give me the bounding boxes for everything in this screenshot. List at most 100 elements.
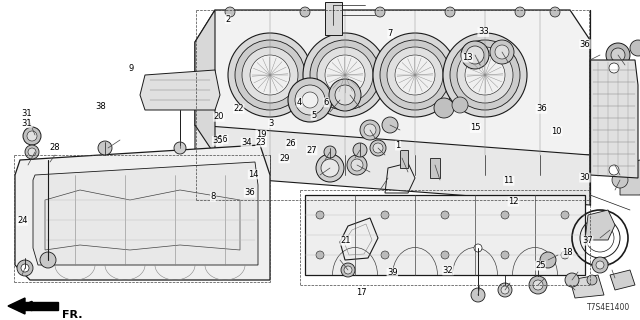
Polygon shape	[325, 2, 342, 35]
Circle shape	[225, 7, 235, 17]
Circle shape	[302, 92, 318, 108]
Text: 36: 36	[580, 40, 590, 49]
Circle shape	[443, 33, 527, 117]
Circle shape	[351, 159, 363, 171]
Polygon shape	[140, 70, 220, 110]
Circle shape	[515, 7, 525, 17]
Circle shape	[466, 46, 484, 64]
Text: 23: 23	[256, 138, 266, 147]
Circle shape	[174, 142, 186, 154]
Circle shape	[23, 127, 41, 145]
Polygon shape	[590, 60, 638, 178]
Polygon shape	[620, 160, 640, 195]
Text: 20: 20	[214, 112, 224, 121]
Circle shape	[25, 145, 39, 159]
Circle shape	[40, 252, 56, 268]
Circle shape	[228, 33, 312, 117]
Circle shape	[344, 266, 352, 274]
Circle shape	[324, 146, 336, 158]
Circle shape	[381, 211, 389, 219]
Circle shape	[498, 283, 512, 297]
Circle shape	[561, 211, 569, 219]
Circle shape	[329, 79, 361, 111]
Circle shape	[592, 257, 608, 273]
Circle shape	[288, 78, 332, 122]
Polygon shape	[305, 195, 585, 275]
Text: 34: 34	[241, 138, 252, 147]
Circle shape	[441, 211, 449, 219]
Circle shape	[445, 7, 455, 17]
Text: 31: 31	[22, 109, 32, 118]
Circle shape	[474, 244, 482, 252]
Circle shape	[17, 260, 33, 276]
Polygon shape	[18, 302, 58, 310]
Circle shape	[609, 63, 619, 73]
Text: 29: 29	[279, 154, 289, 163]
Circle shape	[565, 273, 579, 287]
Polygon shape	[585, 210, 615, 240]
Circle shape	[465, 55, 505, 95]
Circle shape	[382, 117, 398, 133]
Circle shape	[364, 124, 376, 136]
Circle shape	[373, 143, 383, 153]
Text: 19: 19	[256, 130, 266, 139]
Circle shape	[561, 251, 569, 259]
Circle shape	[250, 55, 290, 95]
Circle shape	[501, 211, 509, 219]
Circle shape	[611, 48, 625, 62]
Circle shape	[317, 47, 373, 103]
Text: 27: 27	[307, 146, 317, 155]
Circle shape	[303, 33, 387, 117]
Text: 7: 7	[388, 29, 393, 38]
Text: 3: 3	[269, 119, 274, 128]
Text: 33: 33	[478, 28, 488, 36]
Text: 11: 11	[504, 176, 514, 185]
Circle shape	[316, 251, 324, 259]
Text: 28: 28	[49, 143, 60, 152]
Text: 21: 21	[340, 236, 351, 245]
Text: 17: 17	[356, 288, 367, 297]
Text: 35: 35	[212, 136, 223, 145]
Text: 39: 39	[387, 268, 397, 277]
Polygon shape	[195, 10, 590, 155]
Text: 26: 26	[286, 140, 296, 148]
Circle shape	[434, 98, 454, 118]
Polygon shape	[195, 125, 590, 205]
Circle shape	[341, 263, 355, 277]
Circle shape	[606, 43, 630, 67]
Text: 18: 18	[562, 248, 572, 257]
Circle shape	[381, 251, 389, 259]
Text: 13: 13	[462, 53, 472, 62]
Text: 15: 15	[470, 124, 481, 132]
Circle shape	[533, 280, 543, 290]
Polygon shape	[33, 162, 258, 265]
Circle shape	[452, 97, 468, 113]
Circle shape	[450, 40, 520, 110]
Circle shape	[529, 276, 547, 294]
Text: 37: 37	[582, 236, 593, 245]
Circle shape	[321, 159, 339, 177]
Text: 36: 36	[536, 104, 547, 113]
Circle shape	[587, 275, 597, 285]
Circle shape	[27, 131, 37, 141]
Circle shape	[360, 120, 380, 140]
Text: 1: 1	[396, 141, 401, 150]
Circle shape	[596, 261, 604, 269]
Text: T7S4E1400: T7S4E1400	[587, 303, 630, 312]
Circle shape	[325, 55, 365, 95]
Text: 36: 36	[244, 188, 255, 197]
Circle shape	[310, 40, 380, 110]
Polygon shape	[610, 270, 635, 290]
Polygon shape	[570, 275, 604, 298]
Text: 4: 4	[297, 98, 302, 107]
Circle shape	[490, 40, 514, 64]
Text: 14: 14	[248, 170, 259, 179]
Circle shape	[612, 172, 628, 188]
Bar	[430, 158, 440, 178]
Circle shape	[380, 40, 450, 110]
Text: 9: 9	[129, 64, 134, 73]
Circle shape	[395, 55, 435, 95]
Circle shape	[457, 47, 513, 103]
Circle shape	[387, 47, 443, 103]
Circle shape	[375, 7, 385, 17]
